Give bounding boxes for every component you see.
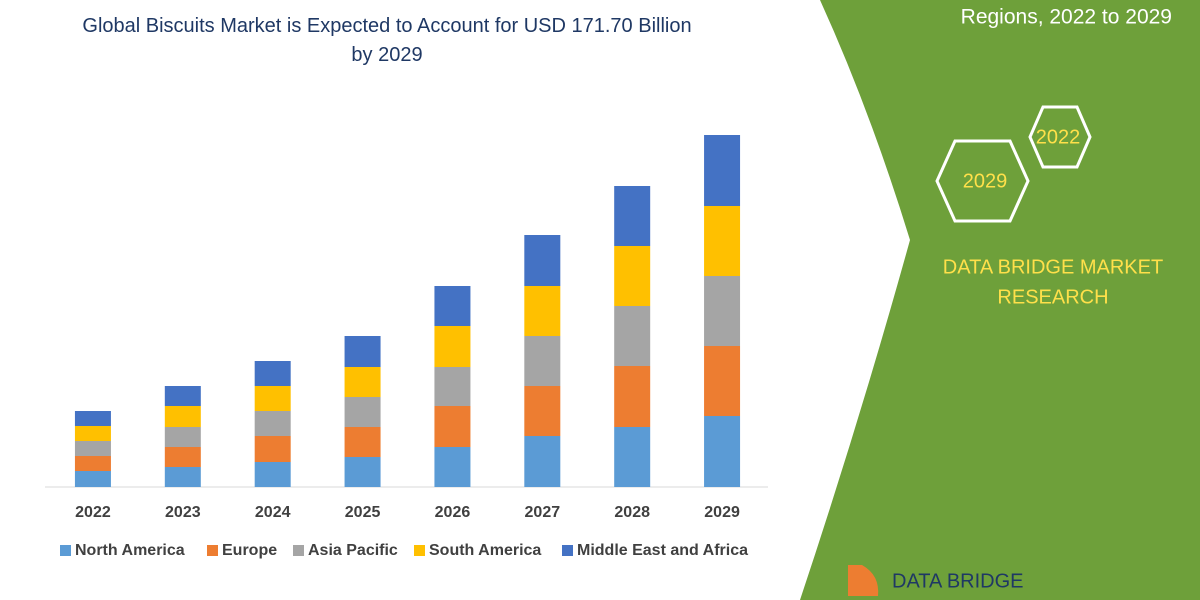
bar-segment xyxy=(434,447,471,487)
bar-segment xyxy=(704,135,741,206)
bar-segment xyxy=(344,367,381,397)
legend-label: South America xyxy=(429,542,541,559)
x-tick-label: 2026 xyxy=(435,504,471,521)
bar-segment xyxy=(704,346,741,416)
chart-title: Global Biscuits Market is Expected to Ac… xyxy=(82,15,692,66)
bar-segment xyxy=(164,406,201,427)
bar-segment xyxy=(74,426,111,441)
x-tick-label: 2022 xyxy=(75,504,111,521)
green-panel xyxy=(800,0,1200,600)
bar-segment xyxy=(344,457,381,487)
bar-segment xyxy=(254,386,291,411)
legend-swatch xyxy=(414,545,425,556)
x-tick-label: 2027 xyxy=(525,504,561,521)
bar-segment xyxy=(524,436,561,487)
bar-segment xyxy=(434,286,471,326)
bar-segment xyxy=(164,447,201,467)
bar-segment xyxy=(704,416,741,487)
brand-text: RESEARCH xyxy=(997,286,1108,308)
bar-segment xyxy=(524,386,561,436)
bar-segment xyxy=(614,246,651,306)
bar-segment xyxy=(254,462,291,487)
bar-segment xyxy=(254,361,291,386)
bar-segment xyxy=(344,397,381,427)
x-tick-label: 2029 xyxy=(704,504,740,521)
bar-segment xyxy=(614,427,651,487)
legend-label: Middle East and Africa xyxy=(577,542,748,559)
legend-swatch xyxy=(293,545,304,556)
bar-segment xyxy=(74,411,111,426)
bar-segment xyxy=(524,336,561,386)
bar-segment xyxy=(344,336,381,367)
bar-segment xyxy=(344,427,381,457)
logo-icon xyxy=(848,565,879,596)
hexagon-label: 2022 xyxy=(1036,126,1081,148)
legend-label: Asia Pacific xyxy=(308,542,398,559)
hexagon xyxy=(1028,105,1092,169)
bar-segment xyxy=(704,276,741,346)
bar-segment xyxy=(164,427,201,447)
bar-segment xyxy=(74,456,111,471)
legend-swatch xyxy=(207,545,218,556)
bar-segment xyxy=(164,467,201,487)
x-tick-label: 2023 xyxy=(165,504,201,521)
bar-segment xyxy=(524,235,561,286)
bar-segment xyxy=(614,306,651,366)
legend-label: North America xyxy=(75,542,185,559)
legend-swatch xyxy=(60,545,71,556)
bar-segment xyxy=(704,206,741,276)
bar-segment xyxy=(164,386,201,406)
x-tick-label: 2028 xyxy=(614,504,650,521)
brand-text: DATA BRIDGE MARKET xyxy=(943,256,1163,278)
bar-segment xyxy=(524,286,561,336)
bar-segment xyxy=(434,367,471,406)
bar-segment xyxy=(74,471,111,487)
bar-segment xyxy=(434,326,471,367)
legend-swatch xyxy=(562,545,573,556)
bar-segment xyxy=(614,366,651,427)
panel-subtitle: Regions, 2022 to 2029 xyxy=(961,6,1172,29)
bar-segment xyxy=(74,441,111,456)
bar-segment xyxy=(254,436,291,462)
hexagon-label: 2029 xyxy=(963,170,1008,192)
x-tick-label: 2024 xyxy=(255,504,291,521)
legend-label: Europe xyxy=(222,542,277,559)
hexagon xyxy=(935,139,1030,223)
bar-segment xyxy=(434,406,471,447)
bar-segment xyxy=(254,411,291,436)
logo-text: DATA BRIDGE xyxy=(892,570,1024,592)
x-tick-label: 2025 xyxy=(345,504,381,521)
bar-segment xyxy=(614,186,651,246)
